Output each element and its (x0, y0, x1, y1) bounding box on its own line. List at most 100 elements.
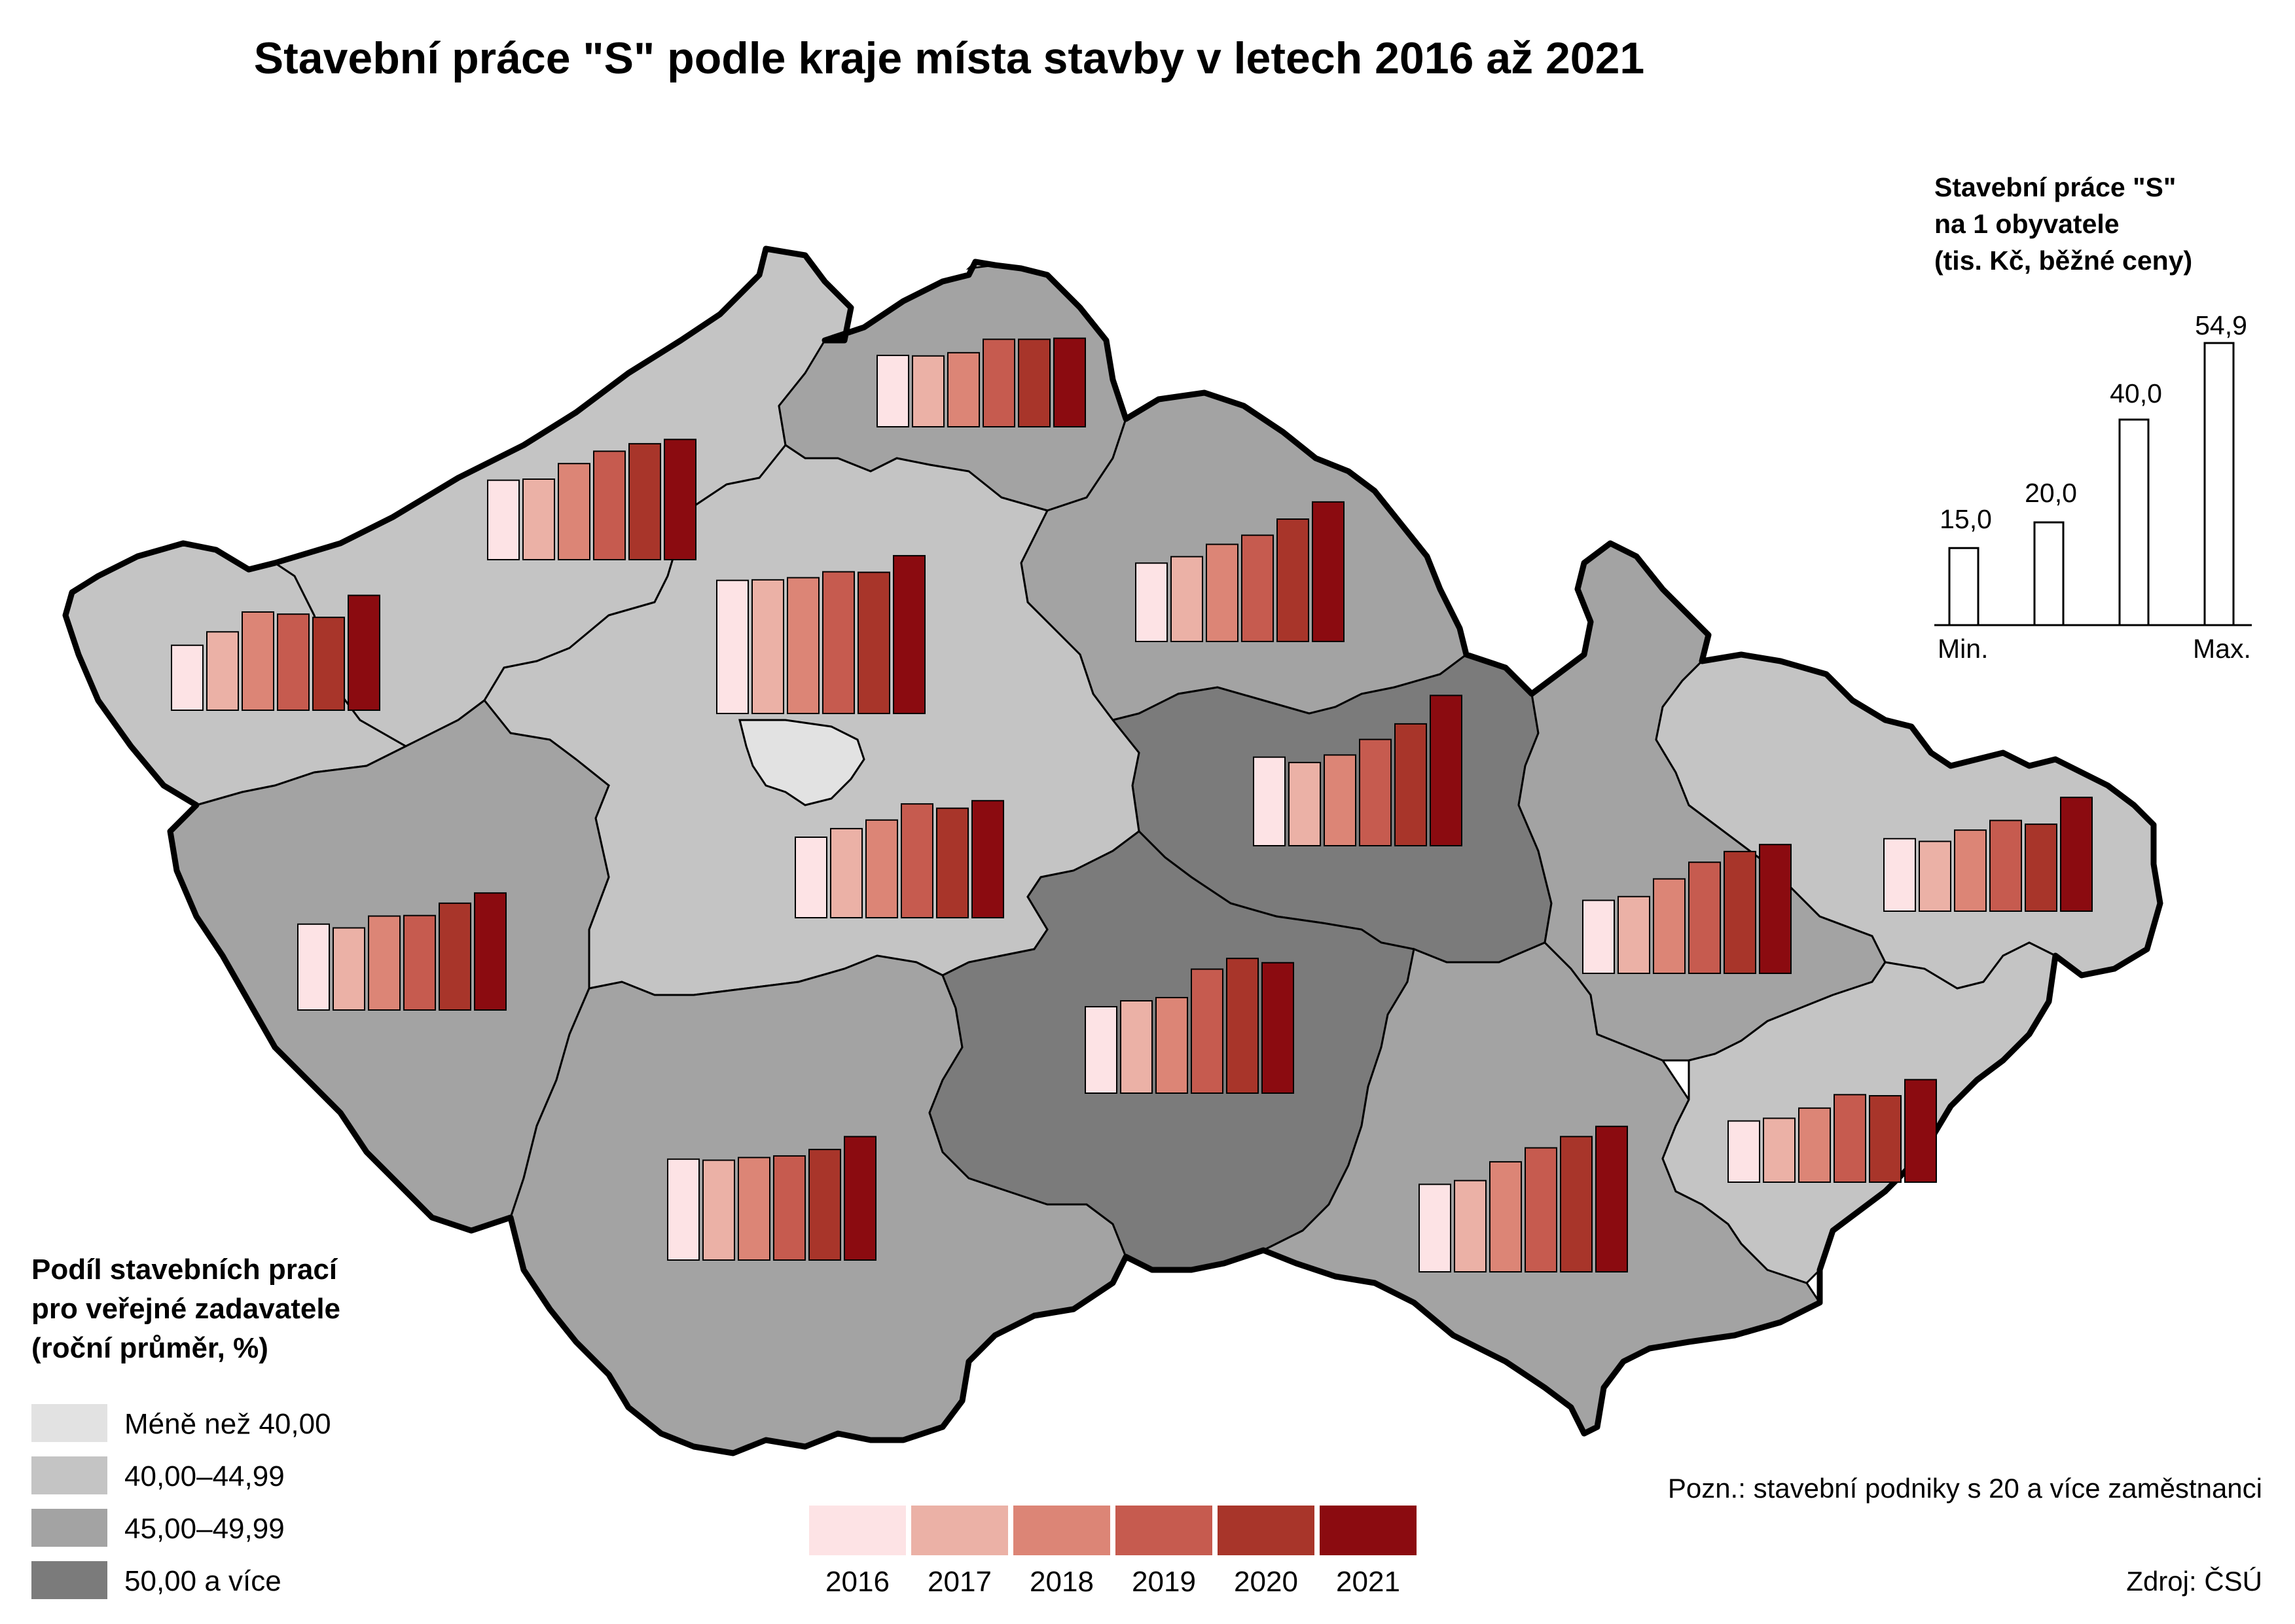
bar-praha-2021 (893, 554, 926, 714)
region-bars-praha (716, 554, 926, 715)
bar-moravskoslezsky-2019 (1989, 820, 2022, 912)
bar-plzensky-2020 (439, 902, 471, 1011)
bar-liberecky-2018 (947, 352, 980, 428)
year-label: 2017 (928, 1566, 992, 1598)
scale-bar (2033, 521, 2065, 626)
bar-jihocesky-2021 (844, 1136, 876, 1261)
scale-value-label: 15,0 (1940, 504, 1992, 534)
bar-karlovarsky-2018 (242, 611, 274, 711)
bar-pardubicky-2019 (1359, 738, 1392, 847)
bar-ustecky-2018 (558, 463, 590, 560)
bar-liberecky-2019 (983, 338, 1015, 428)
bar-jihocesky-2019 (773, 1155, 806, 1261)
bar-ustecky-2016 (487, 479, 520, 561)
bar-zlinsky-2021 (1904, 1079, 1937, 1183)
bar-praha-2020 (858, 571, 890, 715)
bar-liberecky-2020 (1018, 338, 1051, 428)
bar-stredocesky-2019 (901, 803, 933, 919)
scale-value-label: 20,0 (2025, 478, 2077, 508)
bar-zlinsky-2017 (1763, 1117, 1796, 1183)
legend-swatch (31, 1404, 107, 1442)
legend-swatch (31, 1509, 107, 1547)
scale-chart (1934, 342, 2252, 626)
legend-title: Podíl stavebních prací pro veřejné zadav… (31, 1250, 437, 1368)
bar-praha-2017 (751, 579, 784, 714)
bar-jihocesky-2020 (808, 1149, 841, 1261)
bar-jihomoravsky-2021 (1595, 1125, 1628, 1273)
region-bars-stredocesky (795, 800, 1004, 919)
bar-ustecky-2021 (664, 439, 696, 560)
year-label: 2016 (825, 1566, 890, 1598)
year-label: 2019 (1132, 1566, 1196, 1598)
bar-moravskoslezsky-2016 (1883, 838, 1916, 912)
year-swatch (809, 1506, 906, 1555)
bar-olomoucky-2020 (1724, 850, 1756, 974)
legend-swatch (31, 1456, 107, 1494)
legend-label: Méně než 40,00 (124, 1408, 331, 1440)
legend-label: 45,00–49,99 (124, 1513, 285, 1545)
bar-moravskoslezsky-2017 (1919, 840, 1951, 912)
scale-max-label: Max. (2193, 634, 2251, 664)
year-label: 2020 (1234, 1566, 1298, 1598)
scale-title-line: (tis. Kč, běžné ceny) (1934, 245, 2193, 276)
legend-label: 50,00 a více (124, 1565, 281, 1597)
legend-title-line: Podíl stavebních prací (31, 1254, 338, 1286)
bar-pardubicky-2017 (1288, 761, 1321, 847)
bar-kralovehradecky-2018 (1206, 543, 1238, 643)
bar-olomoucky-2017 (1617, 895, 1650, 974)
year-label: 2018 (1030, 1566, 1094, 1598)
bar-stredocesky-2020 (936, 807, 969, 918)
bar-plzensky-2021 (474, 892, 507, 1011)
bar-ustecky-2019 (593, 450, 626, 560)
bar-jihomoravsky-2019 (1525, 1147, 1557, 1272)
bar-kralovehradecky-2021 (1312, 501, 1345, 642)
footnote: Pozn.: stavební podniky s 20 a více zamě… (1667, 1473, 2262, 1504)
bar-ustecky-2017 (522, 478, 555, 560)
bar-kralovehradecky-2019 (1241, 534, 1274, 643)
bar-jihomoravsky-2018 (1489, 1161, 1522, 1273)
bar-moravskoslezsky-2021 (2060, 797, 2093, 912)
scale-bar (2118, 418, 2150, 626)
bar-karlovarsky-2019 (277, 613, 310, 711)
bar-vysocina-2020 (1226, 958, 1259, 1094)
bar-zlinsky-2016 (1727, 1120, 1760, 1183)
bar-moravskoslezsky-2018 (1954, 829, 1987, 912)
map-title: Stavební práce "S" podle kraje místa sta… (253, 33, 1645, 83)
year-swatch (1320, 1506, 1417, 1555)
scale-value-label: 40,0 (2110, 378, 2162, 408)
bar-pardubicky-2020 (1394, 723, 1427, 846)
scale-min-label: Min. (1938, 634, 1989, 664)
country-border (62, 245, 2163, 1456)
bar-ustecky-2020 (628, 442, 661, 560)
scale-title-line: na 1 obyvatele (1934, 209, 2120, 239)
region-bars-ustecky (487, 439, 696, 561)
bar-zlinsky-2018 (1798, 1107, 1831, 1183)
bar-vysocina-2017 (1120, 1000, 1153, 1094)
bar-praha-2016 (716, 579, 749, 715)
bar-stredocesky-2018 (865, 819, 898, 919)
bar-stredocesky-2017 (830, 827, 863, 918)
bar-jihocesky-2016 (667, 1158, 700, 1261)
bar-plzensky-2019 (403, 914, 436, 1011)
bar-pardubicky-2018 (1324, 754, 1356, 847)
bar-olomoucky-2021 (1759, 844, 1792, 974)
bar-moravskoslezsky-2020 (2025, 823, 2057, 912)
scale-bar (1948, 547, 1979, 626)
bar-vysocina-2021 (1261, 962, 1294, 1094)
bar-liberecky-2017 (912, 355, 945, 428)
bar-vysocina-2018 (1155, 997, 1188, 1094)
region-bars-zlinsky (1727, 1079, 1937, 1183)
scale-value-label: 54,9 (2195, 310, 2247, 340)
bar-stredocesky-2021 (971, 800, 1004, 918)
region-praha[interactable] (738, 719, 865, 806)
legend-title-line: (roční průměr, %) (31, 1332, 268, 1364)
bar-praha-2018 (787, 577, 820, 714)
bar-liberecky-2016 (876, 354, 909, 427)
bar-zlinsky-2020 (1869, 1094, 1902, 1183)
region-bars-karlovarsky (171, 594, 380, 712)
bar-vysocina-2019 (1191, 968, 1223, 1094)
region-bars-liberecky (876, 337, 1086, 428)
bar-jihocesky-2017 (702, 1159, 735, 1261)
region-bars-moravskoslezsky (1883, 797, 2093, 912)
bar-pardubicky-2021 (1430, 695, 1462, 847)
